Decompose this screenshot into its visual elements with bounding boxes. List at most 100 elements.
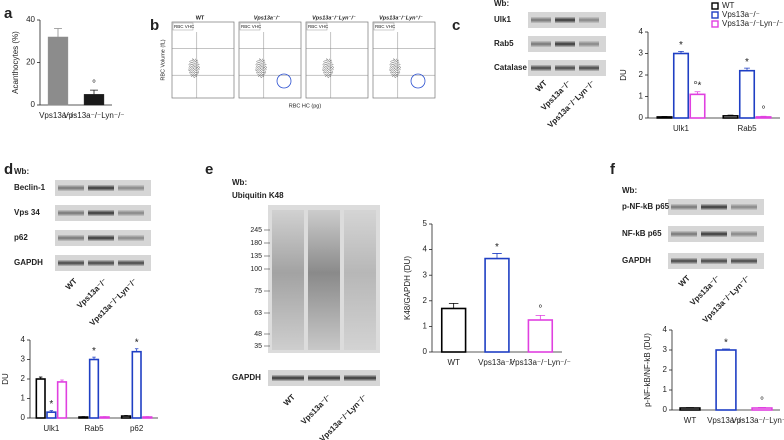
flow-dot: [191, 61, 193, 63]
significance-mark: *: [679, 40, 683, 51]
flow-dot: [263, 70, 265, 72]
flow-dot: [327, 72, 329, 73]
flow-dot: [331, 63, 333, 65]
flow-dot: [264, 73, 266, 75]
flow-dot: [195, 68, 197, 70]
flow-dot: [264, 70, 266, 72]
flow-dot: [266, 67, 268, 69]
blot-band: [118, 185, 144, 191]
flow-dot: [398, 67, 400, 69]
flow-dot: [262, 70, 264, 72]
flow-dot: [325, 61, 327, 63]
flow-dot: [329, 64, 331, 66]
legend-swatch: [711, 11, 719, 19]
flow-dot: [393, 73, 395, 75]
blot-band: [118, 235, 144, 241]
flow-dot: [261, 58, 263, 60]
flow-dot: [392, 61, 394, 63]
flow-dot: [396, 68, 398, 70]
error-bar: [448, 302, 459, 309]
gate-box: [306, 22, 328, 31]
flow-dot: [194, 73, 196, 75]
flow-dot: [191, 65, 193, 67]
bar: [83, 94, 105, 106]
flow-plot: [372, 21, 436, 99]
flow-dot: [262, 62, 264, 64]
error-bar: [124, 415, 128, 417]
flow-dot: [394, 66, 396, 67]
flow-dot: [259, 72, 261, 74]
flow-dot: [198, 66, 200, 68]
flow-dot: [189, 70, 190, 72]
flow-dot: [190, 72, 192, 74]
flow-dot: [396, 70, 398, 72]
flow-dot: [326, 75, 328, 77]
lane-label: WT: [282, 392, 297, 407]
flow-dot: [189, 68, 191, 70]
flow-dot: [195, 73, 196, 75]
flow-dot: [191, 72, 193, 73]
flow-dot: [392, 67, 394, 69]
flow-dot: [395, 75, 397, 77]
flow-dot: [330, 65, 332, 67]
flow-dot: [258, 64, 260, 65]
flow-dot: [256, 61, 258, 63]
x-tick-label: Vps13a⁻/⁻: [478, 358, 516, 367]
blot-band: [118, 260, 144, 266]
flow-dot: [259, 70, 261, 72]
flow-dot: [188, 69, 190, 71]
flow-dot: [190, 70, 192, 72]
blot-band: [531, 65, 551, 71]
flow-dot: [260, 69, 262, 71]
significance-mark: °: [92, 79, 96, 90]
flow-dot: [325, 58, 327, 60]
flow-dot: [389, 64, 391, 66]
flow-dot: [196, 68, 198, 70]
flow-dot: [323, 66, 325, 68]
flow-dot: [332, 72, 334, 74]
flow-dot: [329, 60, 331, 62]
blot-band: [701, 258, 727, 264]
flow-dot: [193, 68, 195, 70]
error-bar: [758, 407, 766, 408]
flow-dot: [323, 65, 325, 67]
flow-dot: [391, 62, 393, 64]
flow-dot: [397, 65, 399, 67]
flow-dot: [324, 63, 326, 65]
bar: [656, 116, 673, 119]
flow-gate-circle: [410, 73, 426, 89]
flow-dot: [258, 67, 260, 69]
flow-dot: [197, 69, 199, 71]
flow-dot: [261, 77, 263, 79]
flow-dot: [393, 67, 395, 69]
blot-row-label: Vps 34: [14, 208, 40, 217]
flow-dot: [258, 58, 260, 60]
flow-dot: [258, 73, 260, 75]
flow-dot: [262, 66, 264, 68]
y-tick-label: 0: [31, 100, 36, 109]
flow-dot: [260, 61, 262, 63]
flow-dot: [257, 65, 259, 67]
bar: [722, 115, 739, 119]
flow-dot: [330, 63, 332, 65]
flow-dot: [193, 72, 195, 73]
flow-dot: [330, 71, 332, 73]
flow-dot: [325, 73, 327, 75]
flow-dot: [392, 58, 394, 60]
blot-band: [555, 41, 575, 47]
mw-marker: 180: [250, 240, 262, 247]
gate-box: [373, 22, 395, 31]
flow-dot: [257, 72, 259, 74]
flow-gate-circle: [276, 73, 292, 89]
flow-dot: [195, 75, 197, 77]
flow-dot: [189, 66, 191, 68]
flow-dot: [257, 60, 259, 62]
flow-dot: [392, 68, 394, 70]
flow-dot: [190, 60, 192, 62]
flow-dot: [189, 72, 191, 74]
bar: [47, 36, 69, 106]
flow-dot: [328, 62, 330, 64]
bar: [484, 257, 510, 353]
flow-dot: [395, 77, 397, 79]
blot-band: [58, 185, 84, 191]
